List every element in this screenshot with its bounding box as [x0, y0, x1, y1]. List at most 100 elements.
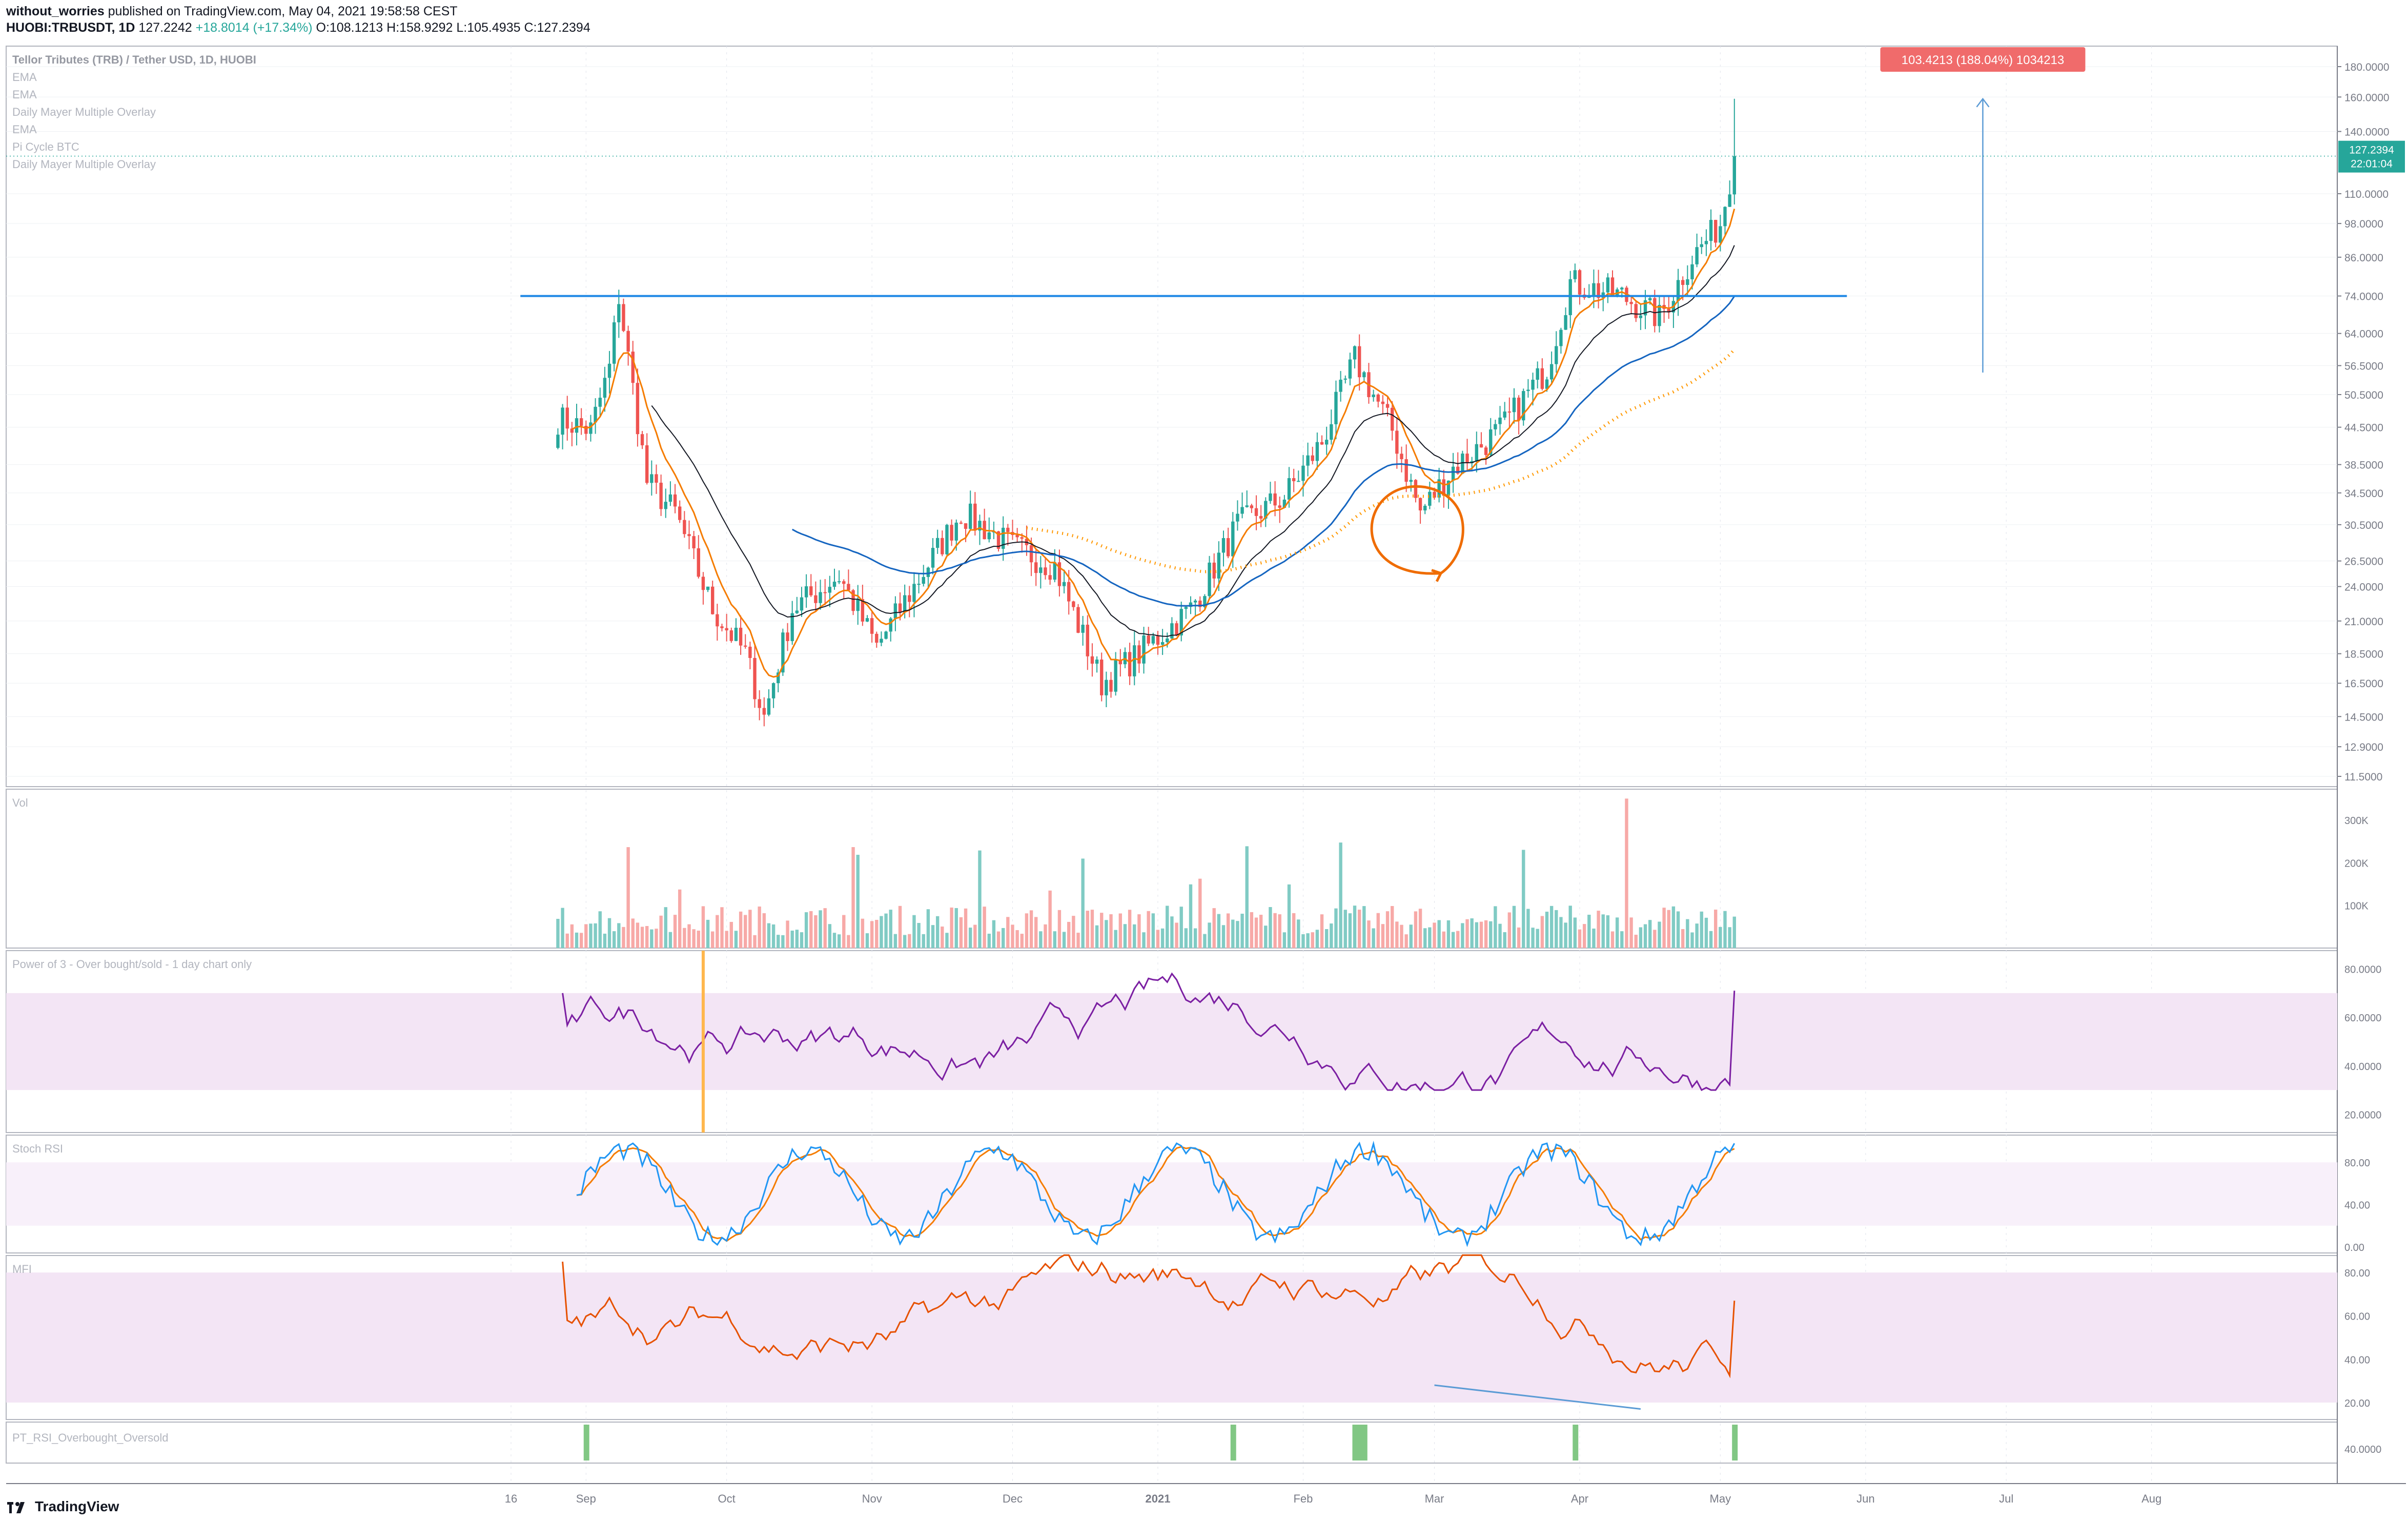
power-line [562, 972, 1736, 1092]
volume-bar [1175, 922, 1178, 948]
candle-body [1479, 444, 1483, 448]
candle-body [1133, 645, 1136, 676]
indicator-legend-item[interactable]: EMA [12, 123, 37, 136]
candle-body [636, 383, 640, 435]
volume-bar [1240, 913, 1244, 948]
candle-body [987, 532, 991, 540]
volume-bar [1259, 915, 1263, 948]
volume-bar [1597, 911, 1600, 948]
pow-y-tick-label: 20.0000 [2344, 1109, 2381, 1121]
hand-drawn-circle-annotation[interactable] [1370, 485, 1464, 582]
volume-bar [734, 931, 738, 948]
candle-body [908, 595, 911, 602]
candle-body [692, 536, 696, 548]
vol-y-tick-label: 200K [2344, 858, 2369, 869]
volume-bar [1517, 927, 1521, 948]
volume-bar [1372, 928, 1375, 948]
volume-bar [1475, 922, 1479, 948]
candle-body [1395, 430, 1399, 454]
candle-body [950, 525, 953, 541]
volume-bar [880, 916, 883, 948]
volume-bar [1100, 913, 1104, 948]
candle-body [1081, 625, 1085, 633]
mfi-y-tick-label: 80.00 [2344, 1268, 2370, 1279]
volume-bar [1029, 910, 1033, 948]
volume-bar [1437, 920, 1441, 948]
volume-bar [1076, 933, 1080, 948]
candle-body [771, 683, 776, 698]
candle-body [1555, 346, 1558, 364]
author-name[interactable]: without_worries [6, 4, 105, 18]
volume-bar [790, 930, 794, 948]
volume-bar [1208, 922, 1211, 948]
indicator-legend-item[interactable]: Daily Mayer Multiple Overlay [12, 106, 156, 118]
volume-bar [1044, 924, 1047, 948]
open-value: O:108.1213 [316, 20, 383, 35]
x-tick-label: Sep [576, 1492, 596, 1505]
volume-bar [1095, 925, 1099, 948]
volume-bar [968, 928, 972, 948]
mfi-divergence-line[interactable] [1434, 1384, 1641, 1410]
volume-bar [1339, 842, 1342, 948]
volume-bar [950, 907, 953, 948]
volume-bar [1343, 910, 1347, 948]
volume-bar [1484, 920, 1488, 948]
candle-body [1062, 582, 1066, 586]
pt-signal-bar [1361, 1425, 1368, 1461]
volume-bar [983, 907, 986, 948]
candle-body [1433, 491, 1436, 498]
candle-body [1517, 397, 1521, 421]
candle-body [1578, 270, 1582, 295]
candle-body [1339, 379, 1342, 392]
indicator-legend-item[interactable]: EMA [12, 71, 37, 84]
volume-bar [1193, 928, 1197, 948]
volume-bar [565, 933, 569, 948]
candle-body [575, 418, 579, 433]
y-tick-label: 12.9000 [2344, 742, 2383, 753]
y-tick-label: 24.0000 [2344, 582, 2383, 593]
price-badge-value: 127.2394 [2349, 145, 2394, 156]
indicator-legend-item[interactable]: Pi Cycle BTC [12, 140, 79, 153]
volume-bar [861, 918, 865, 948]
candle-body [837, 581, 841, 583]
candle-body [1105, 680, 1108, 695]
candle-body [1643, 300, 1647, 316]
tradingview-logo[interactable]: TradingView [7, 1498, 119, 1515]
candle-body [1118, 660, 1123, 665]
volume-bar [1301, 934, 1305, 948]
volume-bar [1250, 912, 1254, 948]
vol-y-tick-label: 100K [2344, 901, 2369, 912]
volume-bar [1465, 919, 1469, 948]
candle-body [786, 632, 789, 641]
pow-pane-title: Power of 3 - Over bought/sold - 1 day ch… [12, 958, 252, 971]
mfi-y-tick-label: 60.00 [2344, 1311, 2370, 1323]
indicator-legend-item[interactable]: EMA [12, 88, 37, 101]
volume-bar [1353, 906, 1357, 948]
candle-body [1592, 283, 1596, 297]
y-tick-label: 56.5000 [2344, 360, 2383, 372]
candle-body [683, 520, 686, 534]
volume-bar [1057, 910, 1062, 948]
candle-body [678, 506, 682, 520]
x-tick-label: Apr [1571, 1492, 1588, 1505]
candle-body [777, 672, 780, 684]
volume-bar [996, 931, 1001, 948]
volume-bar [1568, 906, 1572, 948]
vol-pane-title: Vol [12, 796, 28, 809]
volume-bar [1297, 919, 1300, 948]
candle-body [1536, 368, 1539, 380]
candle-body [1695, 247, 1699, 264]
ema-mid-line [651, 245, 1735, 637]
candle-body [1400, 454, 1403, 460]
candle-body [1160, 642, 1165, 645]
mfi-band [6, 1272, 2337, 1403]
indicator-legend-item[interactable]: Daily Mayer Multiple Overlay [12, 158, 156, 171]
volume-bar [1498, 923, 1502, 948]
volume-bar [1184, 928, 1188, 948]
y-tick-label: 26.5000 [2344, 556, 2383, 568]
volume-bar [1123, 924, 1127, 948]
volume-bar [1400, 924, 1403, 948]
volume-bar [1348, 913, 1352, 948]
volume-bar [1704, 917, 1708, 948]
